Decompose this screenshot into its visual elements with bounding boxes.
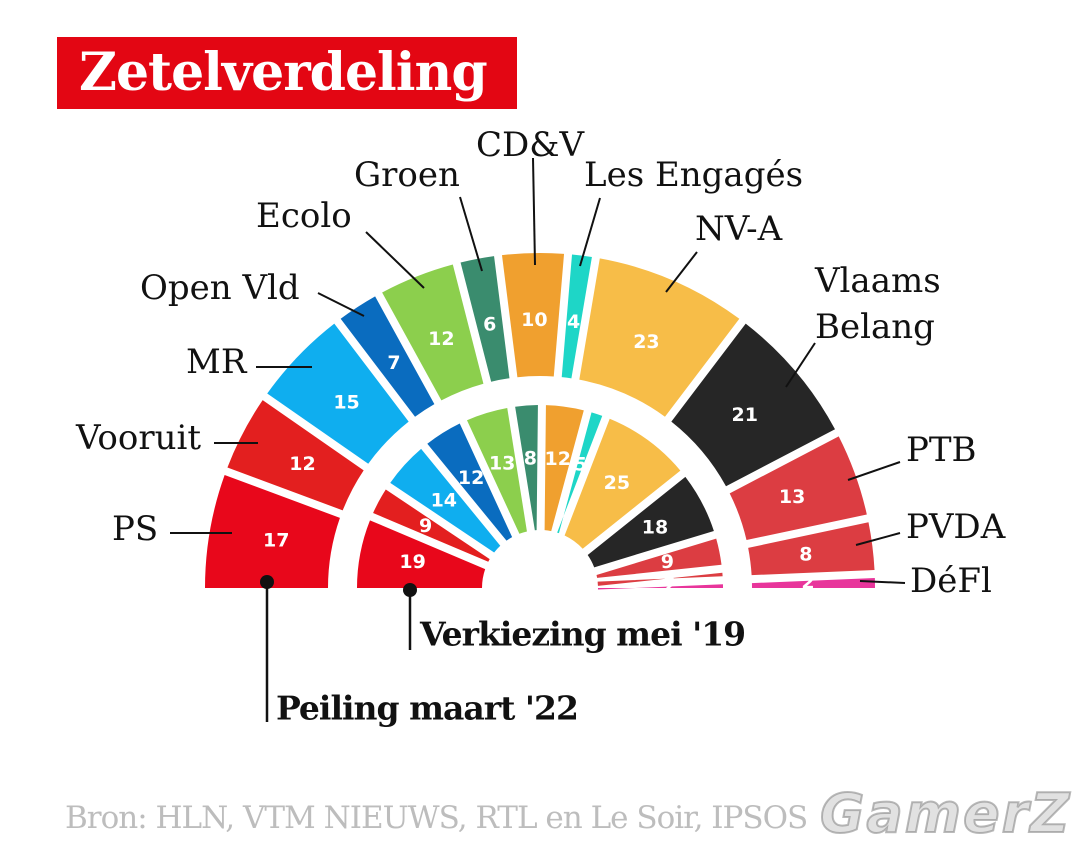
segment-mr-ring-0 <box>267 323 409 464</box>
data-label-open-vld-ring-0: 7 <box>387 352 400 374</box>
watermark-logo: GamerZ <box>819 781 1072 846</box>
segment-mr-ring-1 <box>390 448 501 553</box>
data-label-les-engag-s-ring-0: 4 <box>567 311 580 333</box>
segment-ecolo-ring-1 <box>466 407 527 534</box>
party-label-pvda: PVDA <box>906 507 1006 547</box>
segment-pvda-ring-0 <box>748 522 875 576</box>
ring-label-1: Verkiezing mei '19 <box>403 583 746 654</box>
segment-open-vld-ring-1 <box>427 423 513 541</box>
party-label-ecolo: Ecolo <box>256 196 352 236</box>
party-label-ps: PS <box>112 509 158 549</box>
data-label-d-fi-ring-1: 2 <box>663 574 676 596</box>
segment-vooruit-ring-1 <box>373 489 490 562</box>
data-label-groen-ring-1: 8 <box>524 447 537 469</box>
ring-name-0: Peiling maart '22 <box>276 689 578 728</box>
ring-label-dot-1 <box>403 583 417 597</box>
party-label-nv-a: NV-A <box>695 209 783 249</box>
segment-d-fi-ring-0 <box>751 577 875 588</box>
leader-line-les-engag-s <box>579 197 601 267</box>
segment-les-engag-s-ring-0 <box>561 254 592 379</box>
data-label-mr-ring-0: 15 <box>333 392 359 414</box>
data-label-ps-ring-0: 17 <box>263 530 289 552</box>
data-label-ecolo-ring-0: 12 <box>428 328 454 350</box>
segment-pvda-ring-1 <box>597 572 723 586</box>
ring-name-1: Verkiezing mei '19 <box>419 615 745 654</box>
party-label-cd-v: CD&V <box>476 125 586 165</box>
chart-title: Zetelverdeling <box>79 42 488 103</box>
segment-groen-ring-0 <box>460 256 510 382</box>
leader-line-d-fi <box>859 580 906 584</box>
data-label-ps-ring-1: 19 <box>399 551 425 573</box>
data-label-cd-v-ring-0: 10 <box>521 309 547 331</box>
segment-groen-ring-1 <box>515 405 538 531</box>
data-label-cd-v-ring-1: 12 <box>545 448 571 470</box>
segment-ecolo-ring-0 <box>382 264 484 401</box>
segment-ps-ring-1 <box>357 520 486 588</box>
leader-line-ptb <box>847 461 901 481</box>
data-label-les-engag-s-ring-1: 5 <box>574 453 587 475</box>
segment-open-vld-ring-0 <box>340 296 435 417</box>
data-label-vooruit-ring-0: 12 <box>289 453 315 475</box>
title-banner: Zetelverdeling <box>57 37 517 109</box>
data-label-pvda-ring-0: 8 <box>799 543 812 565</box>
segment-ps-ring-0 <box>205 474 340 588</box>
data-label-d-fi-ring-0: 2 <box>801 571 814 593</box>
party-label-d-fi: DéFl <box>910 561 992 601</box>
leader-line-cd-v <box>532 157 536 266</box>
leader-line-pvda <box>855 532 901 546</box>
segment-cd-v-ring-1 <box>544 405 584 532</box>
data-label-groen-ring-0: 6 <box>483 314 496 336</box>
segment-d-fi-ring-1 <box>597 584 723 590</box>
segment-vlaams-belang-ring-1 <box>587 476 714 568</box>
party-label-groen: Groen <box>354 155 460 195</box>
data-label-open-vld-ring-1: 12 <box>458 467 484 489</box>
leader-line-open-vld <box>317 292 365 317</box>
data-label-ecolo-ring-1: 13 <box>489 453 515 475</box>
segment-les-engag-s-ring-1 <box>557 412 603 534</box>
segment-nv-a-ring-1 <box>564 418 681 549</box>
segment-vooruit-ring-0 <box>227 400 364 511</box>
data-label-nv-a-ring-1: 25 <box>604 472 630 494</box>
party-label-ptb: PTB <box>906 430 977 470</box>
segment-vlaams-belang-ring-0 <box>671 323 836 487</box>
segment-nv-a-ring-0 <box>579 258 740 417</box>
segment-ptb-ring-1 <box>596 538 722 578</box>
ring-label-dot-0 <box>260 575 274 589</box>
segment-cd-v-ring-0 <box>501 253 565 378</box>
data-label-ptb-ring-0: 13 <box>779 486 805 508</box>
data-label-nv-a-ring-0: 23 <box>633 331 659 353</box>
leader-line-groen <box>459 196 483 272</box>
party-label-open-vld: Open Vld <box>140 268 300 308</box>
party-label-vlaams-belang: Vlaams Belang <box>814 261 941 347</box>
leader-line-ecolo <box>365 231 425 289</box>
data-label-ptb-ring-1: 9 <box>661 551 674 573</box>
leader-line-nv-a <box>665 251 698 293</box>
data-label-mr-ring-1: 14 <box>431 490 457 512</box>
party-label-les-engag-s: Les Engagés <box>584 155 803 195</box>
leader-line-vlaams-belang <box>785 342 816 388</box>
data-label-vooruit-ring-1: 9 <box>419 515 432 537</box>
data-label-vlaams-belang-ring-1: 18 <box>642 516 668 538</box>
data-label-pvda-ring-1: 3 <box>663 567 676 589</box>
source-note: Bron: HLN, VTM NIEUWS, RTL en Le Soir, I… <box>65 800 808 836</box>
data-label-vlaams-belang-ring-0: 21 <box>731 404 757 426</box>
party-label-mr: MR <box>186 342 248 382</box>
ring-label-0: Peiling maart '22 <box>260 575 579 728</box>
party-label-vooruit: Vooruit <box>75 418 201 458</box>
segment-ptb-ring-0 <box>729 436 867 541</box>
